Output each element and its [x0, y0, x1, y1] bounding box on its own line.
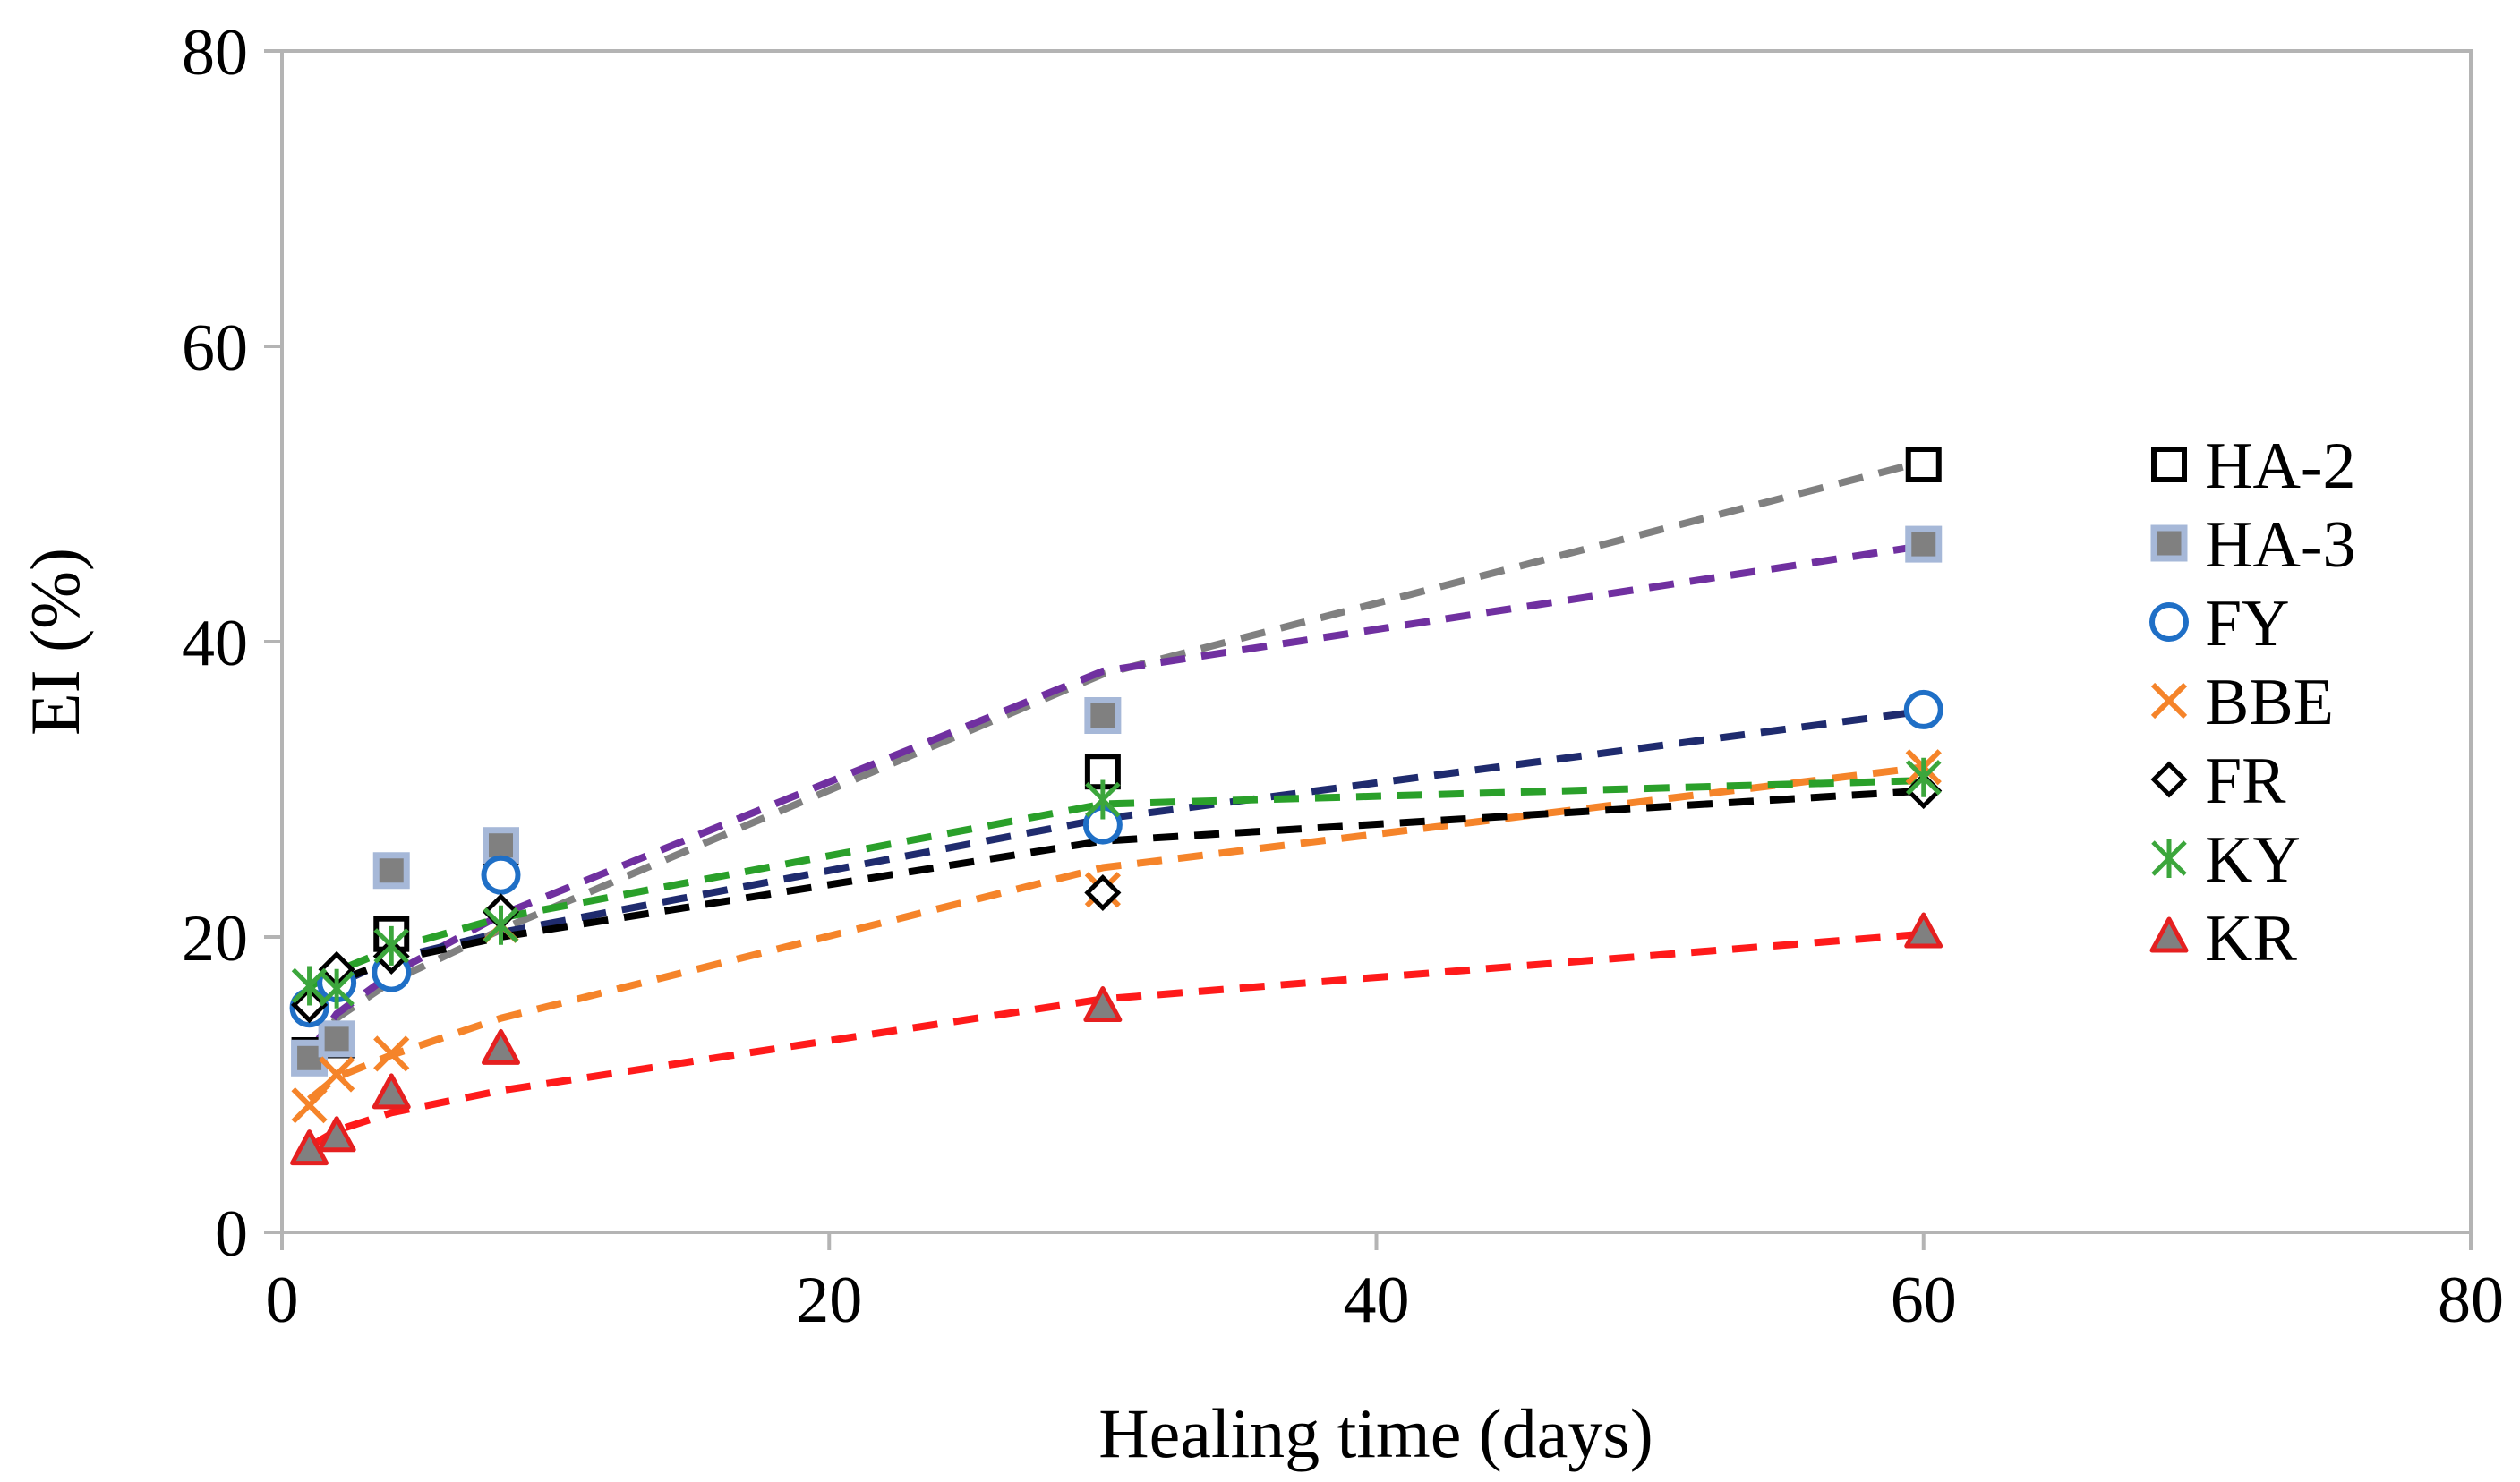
point-kr-8	[482, 1028, 520, 1065]
point-kr-2-shape	[317, 1116, 356, 1153]
trendline-ky	[307, 777, 1924, 991]
point-bbe-2-stroke-b	[319, 1056, 355, 1093]
point-ha-2-60-shape	[1905, 447, 1942, 482]
point-bbe-2	[319, 1056, 355, 1093]
legend-marker-bbe	[2150, 682, 2188, 720]
point-ha-3-2	[318, 1020, 355, 1058]
point-bbe-4-stroke-b	[373, 1035, 410, 1072]
point-kr-30	[1083, 986, 1123, 1023]
point-fy-60-shape	[1903, 689, 1943, 729]
y-tick-label: 60	[182, 311, 248, 385]
data-point-group	[289, 447, 1943, 1166]
point-kr-1-shape	[290, 1129, 329, 1166]
point-bbe-1	[291, 1086, 328, 1124]
point-ky-2	[319, 968, 355, 1009]
legend-marker-ha-2	[2151, 447, 2187, 482]
point-fy-8-shape	[481, 855, 521, 895]
legend-marker-bbe-stroke-b	[2150, 682, 2188, 720]
point-fr-30-shape	[1084, 873, 1122, 912]
point-kr-2	[317, 1116, 356, 1153]
legend-label-fr: FR	[2205, 745, 2286, 818]
trendline-kr	[307, 930, 1925, 1150]
point-ha-3-4-shape	[372, 852, 410, 890]
point-ha-3-30	[1084, 697, 1122, 734]
x-tick-label: 80	[2438, 1264, 2504, 1337]
point-ky-4	[373, 925, 410, 966]
legend-label-ha-3: HA-3	[2205, 508, 2356, 582]
legend-marker-fy	[2149, 602, 2189, 642]
y-tick-label: 40	[182, 607, 248, 680]
point-fr-30	[1084, 873, 1122, 912]
point-fy-8	[481, 855, 521, 895]
y-tick-label: 80	[182, 16, 248, 89]
y-axis-title: EI (%)	[16, 548, 94, 736]
legend-marker-fy-shape	[2149, 602, 2189, 642]
y-tick-label: 20	[182, 902, 248, 975]
x-tick-label: 20	[796, 1264, 862, 1337]
point-kr-1	[290, 1129, 329, 1166]
point-ha-3-2-shape	[318, 1020, 355, 1058]
legend-marker-ky	[2151, 839, 2187, 878]
legend-label-ky: KY	[2205, 823, 2301, 897]
legend-marker-kr	[2149, 916, 2189, 953]
point-ky-60	[1905, 757, 1942, 797]
trendline-group	[306, 457, 1925, 1150]
x-tick-group: 0 20 40 60 80	[266, 1232, 2504, 1337]
legend-marker-ha-3-shape	[2150, 524, 2188, 562]
trendline-bbe	[307, 763, 1925, 1103]
legend-label-kr: KR	[2205, 902, 2297, 975]
legend-label-bbe: BBE	[2205, 666, 2334, 739]
x-tick-label: 0	[266, 1264, 299, 1337]
point-ha-2-60	[1905, 447, 1942, 482]
legend-label-fy: FY	[2205, 587, 2290, 660]
point-ha-3-30-shape	[1084, 697, 1122, 734]
y-tick-label: 0	[215, 1197, 248, 1271]
point-bbe-1-stroke-b	[291, 1086, 328, 1124]
point-kr-4	[372, 1073, 411, 1110]
legend-marker-ha-3	[2150, 524, 2188, 562]
point-ky-30	[1085, 779, 1121, 820]
point-ha-3-4	[372, 852, 410, 890]
legend-marker-fr	[2150, 761, 2188, 798]
point-kr-8-shape	[482, 1028, 520, 1065]
x-tick-label: 60	[1891, 1264, 1957, 1337]
x-axis-title: Healing time (days)	[1098, 1394, 1653, 1472]
point-fy-60	[1903, 689, 1943, 729]
plot-area	[280, 49, 2473, 1234]
legend-marker-fr-shape	[2150, 761, 2188, 798]
x-tick-label: 40	[1344, 1264, 1410, 1337]
point-ha-3-60-shape	[1905, 525, 1943, 563]
trendline-ha-2	[306, 457, 1925, 1058]
point-kr-60-shape	[1904, 912, 1943, 949]
point-kr-4-shape	[372, 1073, 411, 1110]
point-kr-30-shape	[1083, 986, 1123, 1023]
y-tick-group: 0 20 40 60 80	[182, 16, 282, 1271]
trendline-ha-3	[306, 541, 1925, 1055]
legend-marker-ha-2-shape	[2151, 447, 2187, 482]
point-kr-60	[1904, 912, 1943, 949]
point-ky-8	[483, 905, 519, 945]
legend-label-ha-2: HA-2	[2205, 430, 2356, 503]
point-bbe-4	[373, 1035, 410, 1072]
point-ha-3-60	[1905, 525, 1943, 563]
legend-marker-kr-shape	[2149, 916, 2189, 953]
trendline-fr	[307, 787, 1924, 1005]
